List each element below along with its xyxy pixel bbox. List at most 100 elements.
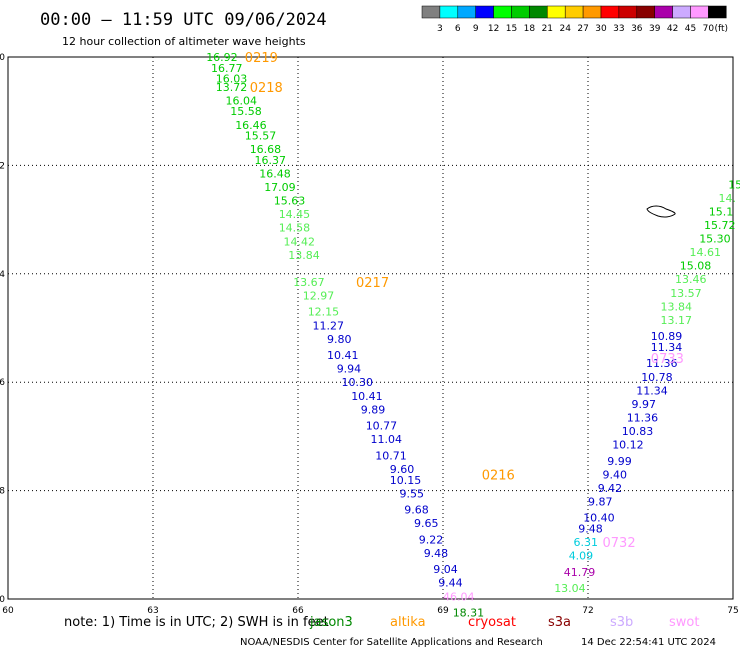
legend-label: 30 [595, 24, 607, 34]
pass-time-label: 0217 [356, 276, 389, 291]
swh-value: 16.92 [206, 51, 238, 64]
swh-value: 9.44 [438, 577, 463, 590]
legend-label: 33 [613, 24, 624, 34]
swh-value: 9.48 [424, 547, 449, 560]
swh-value: 11.34 [651, 341, 683, 354]
swh-value: 13.57 [670, 287, 702, 300]
y-tick-label: -60 [0, 595, 5, 605]
swh-value: 13.67 [293, 276, 325, 289]
x-tick-label: 69 [437, 606, 449, 616]
swh-value: 13.46 [675, 273, 707, 286]
swh-value: 9.87 [588, 495, 613, 508]
swh-value: 9.99 [607, 455, 632, 468]
legend-swatch [457, 5, 476, 19]
swh-value: 11.04 [371, 433, 403, 446]
swh-value: 14. [719, 192, 737, 205]
swh-value: 15.30 [699, 233, 731, 246]
swh-value: 15.72 [704, 219, 736, 232]
swh-value: 14.61 [690, 246, 722, 259]
x-tick-label: 75 [727, 606, 738, 616]
legend-label: 9 [473, 24, 479, 34]
plot-frame [7, 56, 734, 600]
swh-value: 9.48 [578, 523, 603, 536]
satellite-name: s3a [548, 615, 571, 630]
swh-labels: 16.9216.7716.0313.7216.0415.5816.4615.57… [206, 51, 740, 620]
swh-value: 17.09 [264, 181, 296, 194]
swh-value: 10.89 [651, 330, 683, 343]
x-tick-label: 60 [2, 606, 14, 616]
pass-time-label: 0732 [603, 536, 636, 551]
swh-value: 10.40 [583, 512, 615, 525]
legend-label: 27 [577, 24, 588, 34]
swh-value: 10.41 [351, 390, 383, 403]
y-tick-label: -54 [0, 270, 5, 280]
legend-label: 24 [559, 24, 571, 34]
swh-value: 10.12 [612, 439, 644, 452]
legend-swatch [421, 5, 441, 19]
pass-time-label: 0219 [245, 51, 278, 66]
satellite-name: jason3 [309, 615, 353, 630]
legend-label: 12 [488, 24, 499, 34]
swh-value: 10.15 [390, 474, 422, 487]
swh-value: 14.45 [279, 208, 311, 221]
satellite-name: cryosat [468, 615, 516, 630]
swh-value: 12.15 [308, 306, 340, 319]
swh-value: 16.68 [250, 143, 282, 156]
swh-value: 18.31 [453, 607, 485, 620]
y-tick-label: -58 [0, 487, 5, 497]
swh-value: 12.97 [303, 290, 335, 303]
pass-time-label: 0216 [482, 468, 515, 483]
footer-timestamp: 14 Dec 22:54:41 UTC 2024 [581, 637, 716, 648]
swh-value: 9.65 [414, 517, 439, 530]
swh-value: 46.04 [443, 590, 475, 603]
swh-value: 11.34 [636, 384, 668, 397]
legend-label: 3 [437, 24, 443, 34]
legend-label: 42 [667, 24, 678, 34]
swh-value: 9.60 [390, 463, 415, 476]
swh-value: 9.04 [433, 563, 458, 576]
legend-label: 6 [455, 24, 461, 34]
swh-value: 41.79 [564, 566, 596, 579]
swh-value: 11.27 [313, 319, 345, 332]
swh-value: 9.22 [419, 533, 444, 546]
legend-label: 39 [649, 24, 661, 34]
swh-value: 9.55 [400, 487, 425, 500]
pass-time-label: 0218 [250, 81, 283, 96]
footer-note: note: 1) Time is in UTC; 2) SWH is in fe… [64, 615, 329, 630]
swh-value: 11.36 [646, 357, 678, 370]
legend-swatch [582, 5, 602, 19]
pass-time-label: 0733 [651, 352, 684, 367]
swh-value: 10.83 [622, 425, 654, 438]
swh-value: 10.77 [366, 420, 398, 433]
swh-value: 9.94 [337, 363, 362, 376]
legend-label: 18 [524, 24, 536, 34]
swh-value: 14.58 [279, 222, 311, 235]
swh-value: 10.30 [342, 376, 374, 389]
swh-value: 16.04 [226, 94, 258, 107]
swh-value: 11.36 [627, 411, 659, 424]
swh-value: 15.1 [709, 206, 734, 219]
swh-value: 9.40 [603, 468, 628, 481]
swh-value: 15.57 [245, 130, 276, 143]
swh-value: 9.68 [404, 504, 429, 517]
time-labels: 0219 0218 0217 0216 0733 0732 [245, 51, 684, 551]
swh-value: 10.71 [375, 449, 407, 462]
legend-swatch [654, 5, 673, 19]
satellite-name: s3b [610, 615, 633, 630]
island-outline [646, 205, 676, 218]
legend-label: 36 [631, 24, 643, 34]
chart-subtitle: 12 hour collection of altimeter wave hei… [62, 35, 306, 48]
grid-lines [8, 57, 733, 599]
swh-value: 15 [728, 178, 740, 191]
swh-value: 16.46 [235, 119, 267, 132]
swh-value: 16.37 [255, 154, 287, 167]
legend-swatch [600, 5, 620, 19]
swh-value: 4.09 [569, 550, 594, 563]
y-tick-label: -56 [0, 378, 5, 388]
legend-swatch [636, 5, 655, 19]
legend-swatch [708, 5, 727, 19]
swh-value: 6.31 [574, 536, 599, 549]
swh-value: 9.97 [632, 398, 657, 411]
legend-swatch [690, 5, 709, 19]
swh-value: 14.42 [284, 235, 316, 248]
